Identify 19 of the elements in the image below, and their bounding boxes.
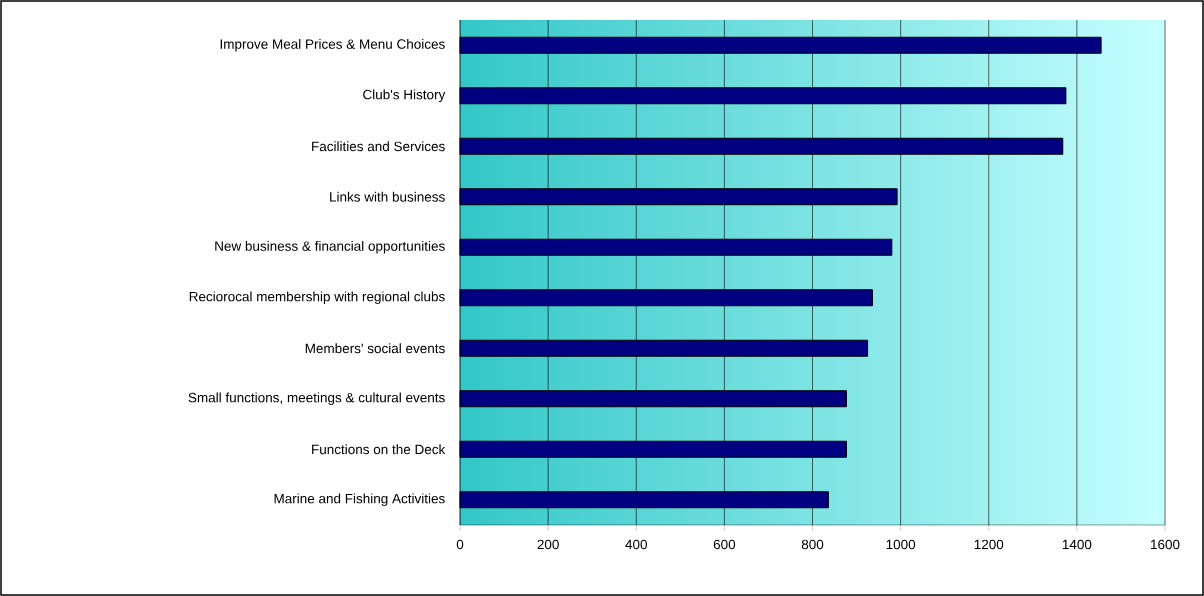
- y-tick-label: Marine and Fishing Activities: [274, 493, 445, 507]
- y-tick-label: Improve Meal Prices & Menu Choices: [220, 38, 445, 52]
- y-tick-label: New business & financial opportunities: [215, 240, 445, 254]
- y-tick-label: Reciorocal membership with regional clubs: [189, 291, 445, 305]
- x-tick-label: 400: [625, 539, 647, 550]
- y-tick-label: Links with business: [330, 191, 445, 202]
- x-tick-label: 800: [801, 539, 824, 550]
- x-tick-label: 200: [537, 539, 559, 550]
- x-tick-label: 1200: [974, 539, 1004, 550]
- x-tick-label: 1600: [1151, 539, 1180, 550]
- x-tick-label: 0: [456, 539, 464, 550]
- x-tick-label: 1400: [1062, 539, 1092, 550]
- y-tick-label: Small functions, meetings & cultural events: [188, 392, 445, 406]
- x-tick-label: 1000: [886, 539, 916, 550]
- y-tick-label: Members' social events: [305, 343, 445, 354]
- y-tick-label: Functions on the Deck: [312, 444, 446, 455]
- x-tick-label: 600: [713, 539, 736, 550]
- y-tick-label: Club's History: [363, 89, 446, 103]
- y-tick-label: Facilities and Services: [312, 141, 445, 152]
